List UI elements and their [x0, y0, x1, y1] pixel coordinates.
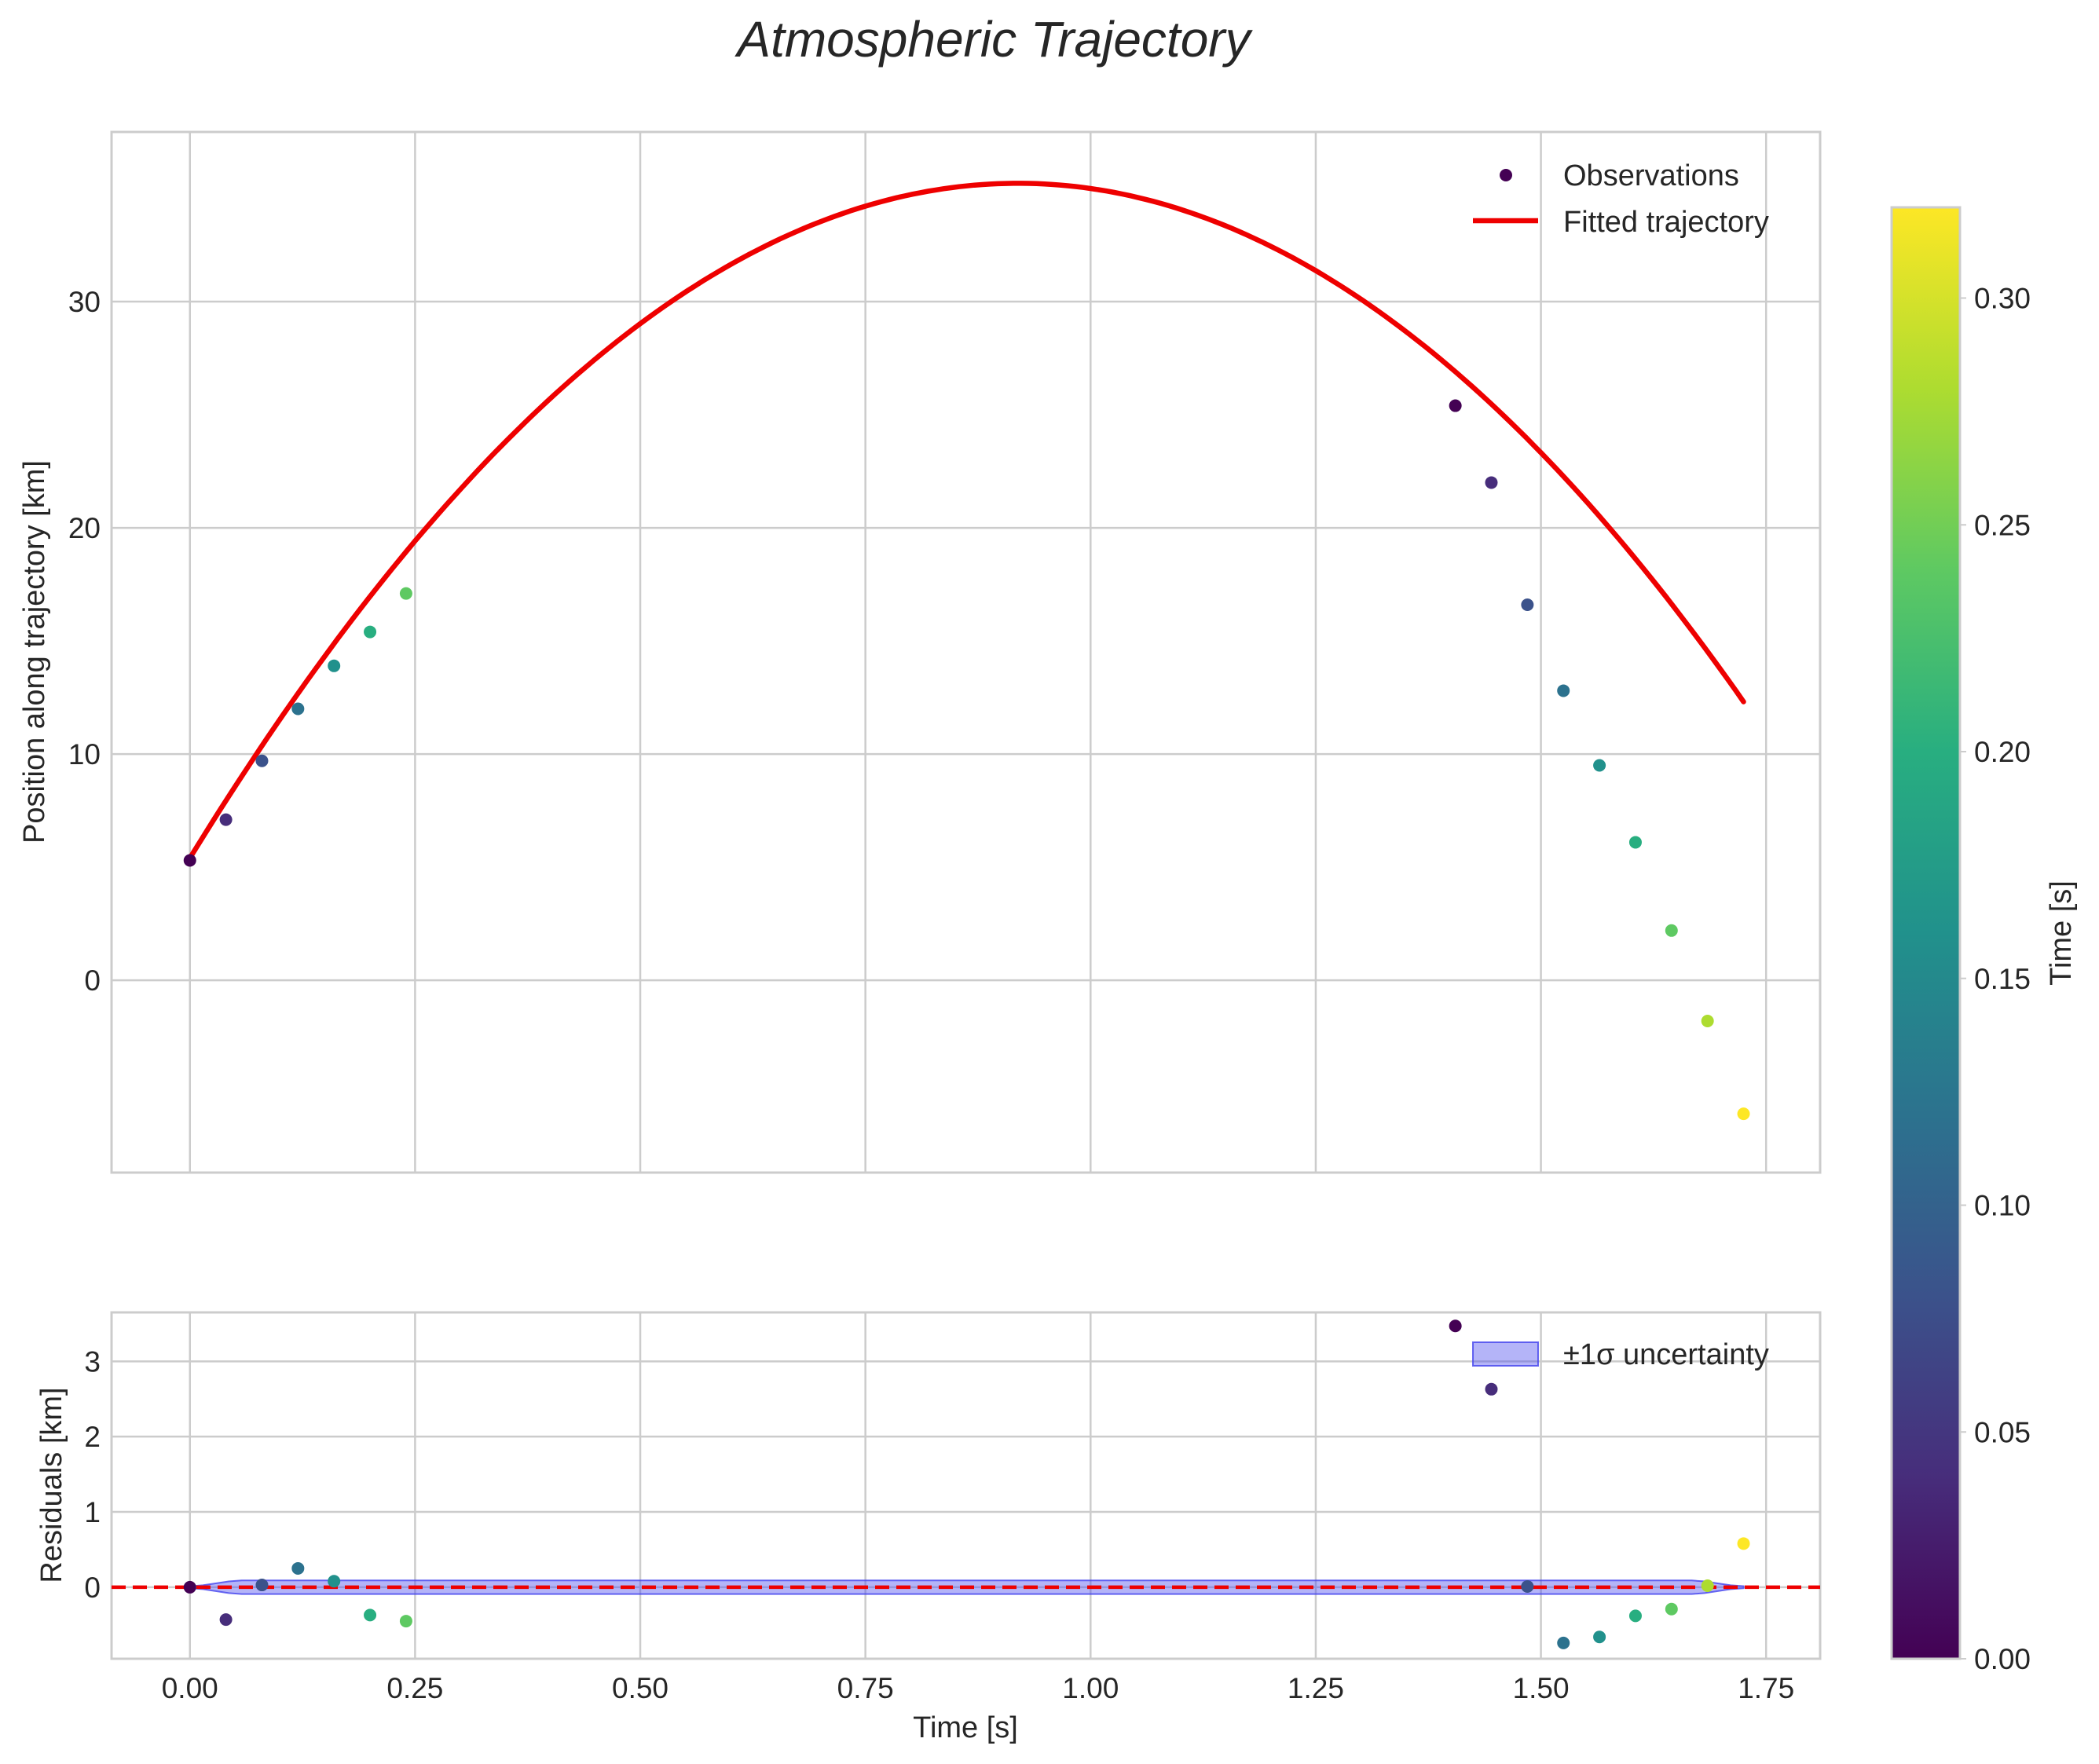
observation-point	[255, 754, 269, 767]
residual-point	[1737, 1537, 1750, 1550]
x-tick-label: 0.50	[612, 1672, 669, 1704]
main-y-tick-label: 10	[68, 738, 101, 770]
colorbar-label: Time [s]	[2045, 880, 2078, 986]
residual-x-tick-labels: 0.00 0.25 0.50 0.75 1.00 1.25 1.50 1.75	[162, 1672, 1794, 1704]
observation-point	[1593, 759, 1606, 772]
residual-y-tick-label: 0	[84, 1572, 101, 1604]
legend-band-swatch	[1472, 1341, 1539, 1367]
residual-points	[183, 1319, 1750, 1649]
observation-point	[219, 813, 233, 826]
legend-fit-label: Fitted trajectory	[1563, 206, 1769, 239]
main-y-tick-labels: 0 10 20 30	[68, 286, 101, 997]
observation-point	[1701, 1015, 1714, 1028]
observation-point	[1628, 836, 1642, 849]
x-tick-label: 0.00	[162, 1672, 218, 1704]
residual-y-tick-labels: 0 1 2 3	[84, 1345, 101, 1604]
legend-observations-label: Observations	[1563, 159, 1739, 192]
residual-point	[255, 1579, 269, 1592]
colorbar-tick-label: 0.20	[1974, 736, 2031, 768]
observation-point	[364, 625, 377, 639]
residual-point	[1628, 1609, 1642, 1623]
residual-point	[1701, 1579, 1714, 1593]
x-tick-label: 1.75	[1738, 1672, 1794, 1704]
residual-point	[1593, 1630, 1606, 1644]
observation-point	[291, 702, 305, 715]
residual-point	[291, 1561, 305, 1575]
residual-point	[328, 1575, 341, 1588]
x-tick-label: 1.25	[1288, 1672, 1344, 1704]
colorbar-tick-labels: 0.00 0.05 0.10 0.15 0.20 0.25 0.30	[1960, 283, 2031, 1675]
residual-axes-frame	[110, 1311, 1822, 1660]
main-legend: Observations Fitted trajectory	[1473, 159, 1769, 239]
colorbar-tick-label: 0.00	[1974, 1643, 2031, 1675]
legend-band-label: ±1σ uncertainty	[1563, 1338, 1769, 1371]
residual-point	[1485, 1382, 1498, 1396]
colorbar-tick-label: 0.30	[1974, 283, 2031, 315]
main-axes-frame	[110, 130, 1822, 1174]
residual-y-axis-label: Residuals [km]	[35, 1387, 68, 1583]
colorbar-tick-label: 0.10	[1974, 1190, 2031, 1222]
x-axis-label: Time [s]	[913, 1711, 1018, 1744]
x-tick-label: 0.75	[837, 1672, 894, 1704]
residual-point	[219, 1613, 233, 1627]
residual-point	[1521, 1579, 1534, 1593]
observation-point	[1557, 684, 1570, 697]
main-grid	[112, 132, 1820, 1173]
x-tick-label: 1.00	[1062, 1672, 1119, 1704]
residual-point	[364, 1608, 377, 1622]
observation-points	[183, 399, 1750, 1121]
observation-point	[328, 659, 341, 672]
x-tick-label: 1.50	[1513, 1672, 1570, 1704]
main-y-axis-label: Position along trajectory [km]	[18, 460, 51, 844]
colorbar-tick-label: 0.15	[1974, 963, 2031, 995]
observation-point	[1521, 598, 1534, 612]
colorbar	[1890, 206, 1962, 1660]
residual-point	[1665, 1602, 1678, 1616]
residual-point	[1557, 1636, 1570, 1649]
residual-legend: ±1σ uncertainty	[1472, 1338, 1769, 1371]
observation-point	[399, 587, 412, 600]
residual-point	[399, 1615, 412, 1628]
main-y-tick-label: 0	[84, 964, 101, 997]
main-y-tick-label: 30	[68, 286, 101, 318]
colorbar-tick-label: 0.25	[1974, 509, 2031, 541]
residual-y-tick-label: 1	[84, 1496, 101, 1528]
residual-point	[1449, 1319, 1462, 1333]
residual-y-tick-label: 2	[84, 1421, 101, 1453]
x-tick-label: 0.25	[386, 1672, 443, 1704]
legend-observations-marker	[1500, 169, 1512, 181]
observation-point	[1485, 476, 1498, 489]
observation-point	[1449, 399, 1462, 412]
fitted-trajectory-line	[187, 181, 1746, 861]
observation-point	[183, 854, 196, 867]
observation-point	[1737, 1107, 1750, 1121]
chart-title: Atmospheric Trajectory	[734, 11, 1253, 68]
residual-point	[183, 1580, 196, 1594]
main-y-tick-label: 20	[68, 512, 101, 544]
residual-y-tick-label: 3	[84, 1345, 101, 1378]
colorbar-tick-label: 0.05	[1974, 1416, 2031, 1448]
observation-point	[1665, 924, 1678, 937]
